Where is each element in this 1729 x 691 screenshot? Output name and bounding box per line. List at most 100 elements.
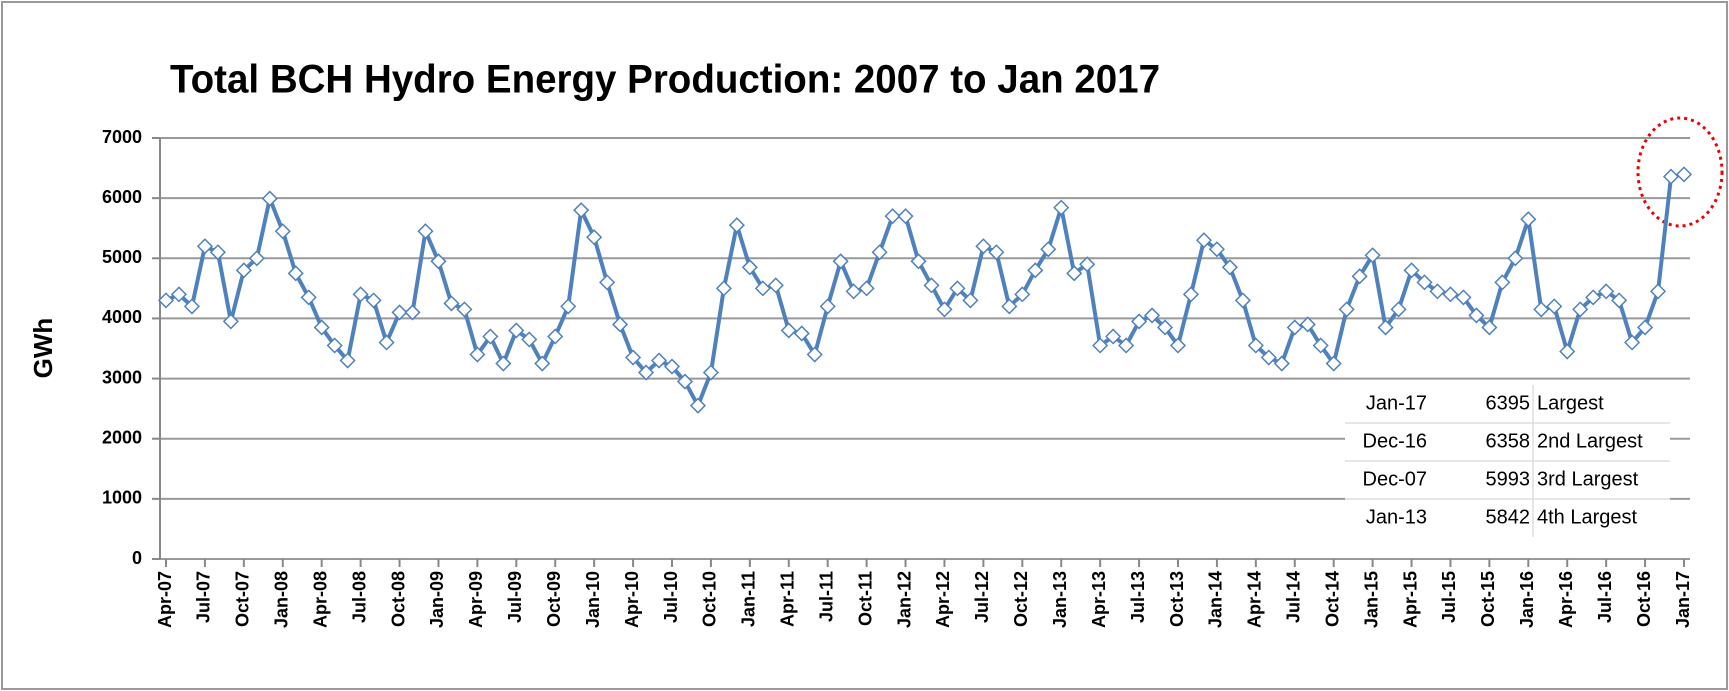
data-point — [1105, 328, 1122, 345]
data-point — [495, 355, 512, 372]
table-cell: Dec-07 — [1363, 468, 1427, 490]
data-point — [560, 298, 577, 315]
data-point — [1221, 259, 1238, 276]
data-point — [157, 292, 175, 309]
data-point — [741, 259, 758, 276]
data-point — [1182, 286, 1200, 303]
x-tick-label: Oct-09 — [544, 571, 564, 627]
x-tick-label: Jan-12 — [894, 571, 914, 628]
x-tick-label: Oct-14 — [1322, 571, 1342, 627]
data-point — [482, 328, 499, 345]
data-point — [261, 190, 278, 207]
data-point — [637, 364, 655, 381]
data-point — [573, 202, 590, 219]
x-tick-label: Apr-14 — [1245, 571, 1265, 628]
data-point — [391, 304, 408, 321]
data-point — [767, 277, 784, 294]
x-tick-label: Oct-12 — [1011, 571, 1031, 627]
table-cell: Dec-16 — [1363, 430, 1427, 452]
x-tick-label: Apr-10 — [622, 571, 642, 628]
data-point — [1286, 319, 1303, 336]
data-point — [1637, 319, 1654, 336]
data-point — [1273, 355, 1290, 372]
data-point — [1494, 274, 1511, 291]
x-tick-label: Jul-11 — [816, 571, 836, 622]
data-point — [689, 397, 707, 414]
data-point — [417, 223, 434, 240]
y-tick-label: 1000 — [102, 488, 142, 508]
data-point — [897, 208, 914, 225]
highlight-circle — [1636, 116, 1724, 228]
data-point — [1559, 343, 1576, 360]
data-point — [222, 313, 239, 330]
data-point — [313, 319, 330, 336]
data-point — [612, 316, 629, 333]
data-point — [1429, 283, 1446, 300]
data-point — [300, 289, 317, 306]
x-tick-label: Jul-07 — [194, 571, 214, 623]
data-point — [715, 280, 732, 297]
data-point — [1377, 319, 1394, 336]
data-point — [819, 298, 836, 315]
data-point — [1131, 313, 1148, 330]
data-point — [702, 364, 719, 381]
data-point — [1546, 298, 1563, 315]
data-point — [858, 280, 875, 297]
x-tick-label: Apr-07 — [155, 571, 175, 628]
data-point — [274, 223, 291, 240]
data-point — [923, 277, 940, 294]
data-point — [365, 292, 382, 309]
data-point — [1338, 301, 1355, 318]
x-tick-label: Jul-14 — [1284, 571, 1304, 623]
data-point — [1208, 241, 1225, 258]
x-tick-label: Jan-13 — [1050, 571, 1070, 628]
data-point — [1572, 301, 1589, 318]
data-point — [793, 325, 810, 342]
data-point — [248, 250, 265, 267]
data-point — [1066, 265, 1083, 282]
data-point — [1585, 289, 1602, 306]
data-line — [165, 172, 1685, 411]
data-point — [287, 265, 304, 282]
data-point — [326, 337, 343, 354]
x-tick-label: Jul-16 — [1595, 571, 1615, 623]
data-point — [936, 301, 953, 318]
x-tick-label: Jul-08 — [349, 571, 369, 623]
data-point — [780, 322, 797, 339]
data-point — [1624, 334, 1641, 351]
data-point — [1481, 319, 1498, 336]
y-tick-label: 7000 — [102, 127, 142, 147]
x-tick-label: Oct-10 — [700, 571, 720, 627]
x-tick-label: Oct-16 — [1634, 571, 1654, 627]
y-tick-label: 0 — [132, 548, 142, 568]
data-point — [534, 355, 551, 372]
data-point — [975, 238, 992, 255]
x-tick-label: Apr-08 — [310, 571, 330, 628]
x-tick-label: Apr-13 — [1089, 571, 1109, 628]
data-point — [1533, 301, 1550, 318]
data-point — [910, 253, 927, 270]
y-tick-label: 4000 — [102, 307, 142, 327]
data-point — [1390, 301, 1407, 318]
data-point — [1325, 355, 1342, 372]
x-tick-label: Jan-10 — [583, 571, 603, 628]
x-tick-label: Jan-17 — [1673, 571, 1693, 628]
y-axis-label: GWh — [28, 318, 58, 379]
table-cell: Jan-13 — [1366, 506, 1427, 528]
table-cell: 3rd Largest — [1537, 468, 1639, 490]
data-point — [1455, 289, 1472, 306]
data-point — [586, 229, 603, 246]
data-point — [1507, 250, 1524, 267]
table-cell: 2nd Largest — [1537, 430, 1643, 452]
data-point — [1014, 286, 1031, 303]
x-tick-label: Jul-15 — [1439, 571, 1459, 623]
table-cell: 6358 — [1486, 430, 1531, 452]
data-point — [1416, 274, 1433, 291]
data-point — [1247, 337, 1264, 354]
data-point — [378, 334, 395, 351]
data-point — [196, 238, 213, 255]
x-tick-label: Apr-12 — [933, 571, 953, 628]
data-point — [625, 349, 642, 366]
x-tick-label: Oct-07 — [233, 571, 253, 627]
